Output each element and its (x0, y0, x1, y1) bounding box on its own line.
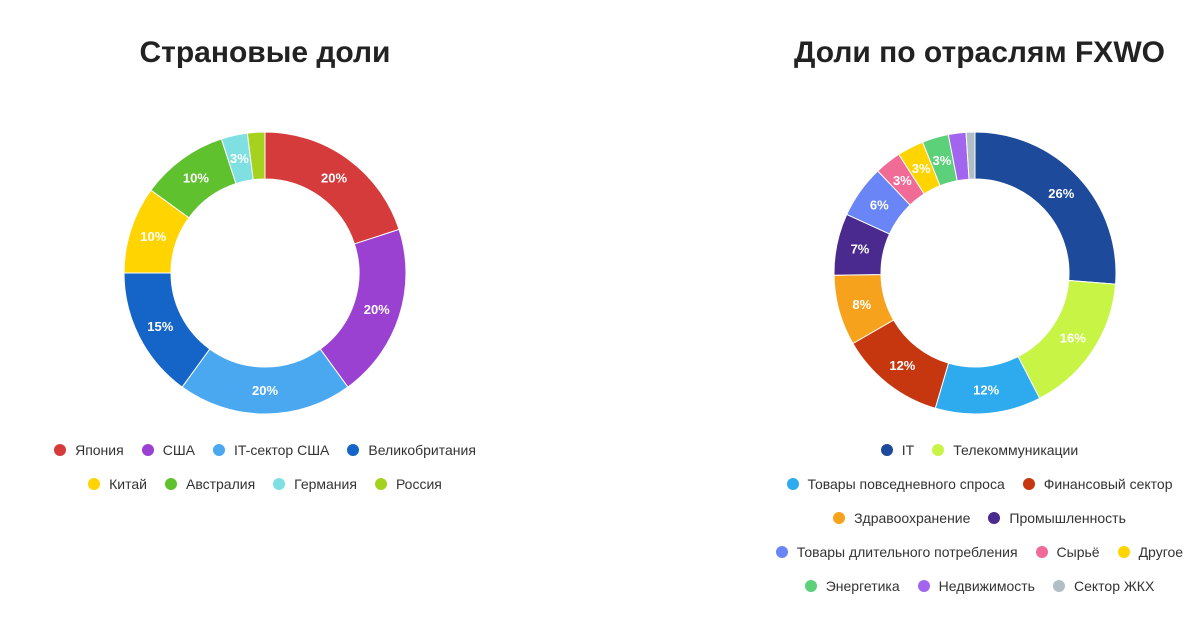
legend-color-dot (54, 444, 67, 456)
legend-item[interactable]: Германия (273, 476, 357, 492)
legend-label: Товары длительного потребления (796, 544, 1018, 560)
sector-legend: IT Телекоммуникации Товары повседневного с… (760, 433, 1199, 603)
country-chart-panel: Страновые доли 20% 20% 20% 15% 10% 10% 3% Япон… (0, 0, 530, 622)
legend-label: Другое (1138, 544, 1184, 560)
slice-data-label: 3% (912, 161, 931, 176)
slice-data-label: 12% (889, 358, 915, 373)
legend-color-dot (212, 444, 225, 456)
legend-label: Товары повседневного спроса (807, 476, 1005, 492)
legend-item[interactable]: Сектор ЖКХ (1052, 578, 1155, 594)
slice-data-label: 20% (321, 170, 347, 185)
legend-color-dot (1117, 546, 1130, 558)
legend-label: IT (901, 442, 915, 458)
legend-item[interactable]: Недвижимость (917, 578, 1035, 594)
legend-color-dot (775, 546, 788, 558)
legend-item[interactable]: Япония (54, 442, 124, 458)
slice-data-label: 6% (870, 197, 889, 212)
legend-color-dot (833, 512, 846, 524)
legend-label: Япония (75, 442, 124, 458)
slice-data-label: 15% (147, 319, 173, 334)
legend-label: Сектор ЖКХ (1073, 578, 1155, 594)
legend-item[interactable]: Россия (374, 476, 442, 492)
chart-title: Доли по отраслям FXWO (794, 36, 1165, 69)
legend-item[interactable]: IT-сектор США (212, 442, 330, 458)
donut-slice[interactable] (264, 131, 400, 245)
sector-chart-panel: Доли по отраслям FXWO 26% 16% 12% 12% 8% 7% 6%… (760, 0, 1199, 622)
legend-item[interactable]: Сырьё (1035, 544, 1100, 560)
legend-label: Здравоохранение (854, 510, 971, 526)
legend-item[interactable]: Другое (1117, 544, 1184, 560)
legend-color-dot (1052, 580, 1065, 592)
legend-color-dot (988, 512, 1001, 524)
legend-color-dot (932, 444, 945, 456)
donut-slice[interactable] (246, 131, 266, 181)
legend-label: Сырьё (1056, 544, 1100, 560)
legend-color-dot (88, 478, 101, 490)
legend-row: Китай Австралия Германия Россия (0, 467, 530, 501)
legend-color-dot (1022, 478, 1035, 490)
slice-data-label: 26% (1048, 186, 1074, 201)
slice-data-label: 7% (851, 241, 870, 256)
legend-color-dot (1035, 546, 1048, 558)
legend-color-dot (804, 580, 817, 592)
legend-item[interactable]: Здравоохранение (833, 510, 970, 526)
chart-title: Страновые доли (139, 36, 391, 69)
legend-label: Великобритания (368, 442, 476, 458)
legend-label: США (162, 442, 195, 458)
donut-slice[interactable] (181, 348, 349, 415)
legend-item[interactable]: Телекоммуникации (932, 442, 1078, 458)
legend-item[interactable]: Товары повседневного спроса (786, 476, 1005, 492)
legend-color-dot (273, 478, 286, 490)
legend-color-dot (786, 478, 799, 490)
legend-row: Япония США IT-сектор США Великобритания (0, 433, 530, 467)
legend-label: IT-сектор США (233, 442, 330, 458)
legend-row: IT Телекоммуникации (760, 433, 1199, 467)
country-donut-chart: 20% 20% 20% 15% 10% 10% 3% (123, 131, 407, 415)
slice-data-label: 10% (183, 170, 209, 185)
legend-label: Китай (109, 476, 147, 492)
legend-label: Германия (294, 476, 357, 492)
legend-item[interactable]: Финансовый сектор (1022, 476, 1173, 492)
slice-data-label: 8% (852, 297, 871, 312)
legend-row: Здравоохранение Промышленность (760, 501, 1199, 535)
donut-slice[interactable] (974, 131, 1117, 285)
slice-data-label: 3% (230, 151, 249, 166)
legend-item[interactable]: Великобритания (347, 442, 476, 458)
legend-label: Финансовый сектор (1043, 476, 1173, 492)
legend-item[interactable]: Китай (88, 476, 147, 492)
slice-data-label: 20% (364, 302, 390, 317)
legend-label: Энергетика (825, 578, 900, 594)
slice-data-label: 16% (1060, 331, 1086, 346)
legend-color-dot (164, 478, 177, 490)
slice-data-label: 3% (893, 173, 912, 188)
legend-label: Россия (395, 476, 442, 492)
legend-item[interactable]: Товары длительного потребления (775, 544, 1018, 560)
country-legend: Япония США IT-сектор США Великобритания Кита… (0, 433, 530, 501)
legend-row: Товары повседневного спроса Финансовый се… (760, 467, 1199, 501)
legend-item[interactable]: IT (880, 442, 915, 458)
legend-label: Промышленность (1009, 510, 1126, 526)
legend-item[interactable]: Энергетика (804, 578, 900, 594)
legend-item[interactable]: США (141, 442, 195, 458)
slice-data-label: 20% (252, 383, 278, 398)
legend-item[interactable]: Австралия (164, 476, 256, 492)
legend-item[interactable]: Промышленность (988, 510, 1126, 526)
legend-color-dot (374, 478, 387, 490)
donut-slice[interactable] (965, 131, 976, 180)
legend-color-dot (347, 444, 360, 456)
legend-color-dot (917, 580, 930, 592)
legend-color-dot (141, 444, 154, 456)
slice-data-label: 12% (973, 382, 999, 397)
legend-row: Энергетика Недвижимость Сектор ЖКХ (760, 569, 1199, 603)
legend-label: Австралия (185, 476, 256, 492)
slice-data-label: 10% (140, 229, 166, 244)
slice-data-label: 3% (932, 153, 951, 168)
legend-label: Телекоммуникации (953, 442, 1079, 458)
legend-row: Товары длительного потребления Сырьё Друго… (760, 535, 1199, 569)
sector-donut-chart: 26%16%12%12%8%7%6%3%3%3% (833, 131, 1117, 415)
legend-label: Недвижимость (938, 578, 1035, 594)
legend-color-dot (880, 444, 893, 456)
